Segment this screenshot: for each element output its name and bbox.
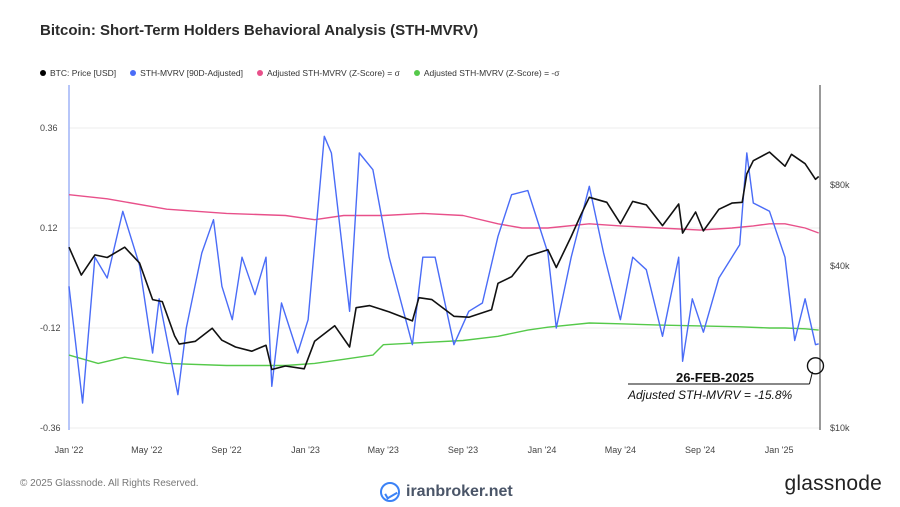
chart-legend: BTC: Price [USD] STH-MVRV [90D-Adjusted]…	[40, 68, 560, 78]
x-tick-label: Jan '22	[55, 445, 84, 455]
legend-dot-icon	[40, 70, 46, 76]
x-tick-label: Jan '25	[765, 445, 794, 455]
brand-logo: glassnode	[784, 472, 882, 495]
y-right-tick-label: $40k	[830, 261, 850, 271]
y-right-tick-label: $80k	[830, 180, 850, 190]
legend-dot-icon	[130, 70, 137, 76]
y-left-tick-label: 0.36	[40, 123, 58, 133]
legend-item-btc-price[interactable]: BTC: Price [USD]	[40, 68, 116, 78]
watermark-text: iranbroker.net	[406, 483, 513, 500]
annotation-leader-line	[808, 371, 813, 385]
legend-dot-icon	[256, 70, 263, 76]
series-line-1	[68, 135, 819, 404]
legend-label: BTC: Price [USD]	[50, 68, 117, 78]
annotation-marker	[806, 357, 825, 375]
x-tick-label: Sep '22	[211, 445, 241, 455]
annotation-date: 26-FEB-2025	[676, 370, 754, 385]
x-tick-label: Jan '24	[528, 445, 557, 455]
x-tick-label: Sep '23	[448, 445, 478, 455]
legend-item-upper-band[interactable]: Adjusted STH-MVRV (Z-Score) = σ	[256, 68, 400, 78]
series-line-3	[68, 322, 819, 367]
series-line-2	[68, 194, 819, 234]
y-left-tick-label: -0.12	[40, 323, 61, 333]
x-tick-label: Jan '23	[291, 445, 320, 455]
x-tick-label: Sep '24	[685, 445, 715, 455]
y-right-tick-label: $10k	[830, 423, 850, 433]
watermark: iranbroker.net	[380, 482, 513, 502]
y-left-tick-label: 0.12	[40, 223, 58, 233]
trend-logo-icon	[380, 482, 400, 502]
chart-title: Bitcoin: Short-Term Holders Behavioral A…	[40, 22, 479, 39]
legend-label: STH-MVRV [90D-Adjusted]	[140, 68, 243, 78]
x-tick-label: May '23	[368, 445, 399, 455]
x-tick-label: May '24	[605, 445, 636, 455]
legend-item-sth-mvrv[interactable]: STH-MVRV [90D-Adjusted]	[130, 68, 243, 78]
y-left-tick-label: -0.36	[40, 423, 61, 433]
series-line-0	[68, 151, 820, 371]
legend-item-lower-band[interactable]: Adjusted STH-MVRV (Z-Score) = -σ	[413, 68, 560, 78]
copyright-text: © 2025 Glassnode. All Rights Reserved.	[20, 478, 199, 489]
legend-dot-icon	[413, 70, 420, 76]
x-tick-label: May '22	[131, 445, 162, 455]
legend-label: Adjusted STH-MVRV (Z-Score) = σ	[266, 68, 400, 78]
annotation-text: Adjusted STH-MVRV = -15.8%	[627, 388, 793, 402]
legend-label: Adjusted STH-MVRV (Z-Score) = -σ	[423, 68, 560, 78]
